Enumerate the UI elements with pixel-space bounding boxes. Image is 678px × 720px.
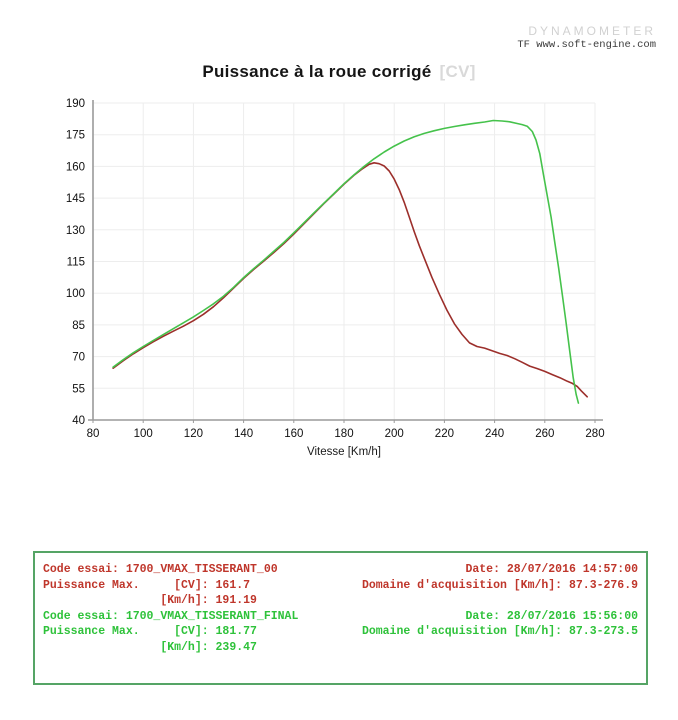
info-row-run1: [Km/h]: 191.19 xyxy=(43,593,638,609)
watermark-url-text: TF www.soft-engine.com xyxy=(517,39,656,51)
x-axis-tick-label: 180 xyxy=(334,428,353,440)
info-row-run2: Code essai: 1700_VMAX_TISSERANT_FINAL Dat… xyxy=(43,609,638,625)
y-axis-tick-label: 85 xyxy=(72,320,85,332)
chart-title-text: Puissance à la roue corrigé xyxy=(202,62,432,81)
y-axis-tick-label: 160 xyxy=(66,161,85,173)
chart-title: Puissance à la roue corrigé [CV] xyxy=(0,62,678,82)
info-right-text: Date: 28/07/2016 14:57:00 xyxy=(465,563,638,576)
info-left-text: Puissance Max. [CV]: 161.7 xyxy=(43,578,251,592)
info-right-text: Domaine d'acquisition [Km/h]: 87.3-276.9 xyxy=(361,578,638,592)
info-left-text: [Km/h]: 191.19 xyxy=(43,594,257,607)
x-axis-tick-label: 240 xyxy=(485,428,504,440)
x-axis-tick-label: 160 xyxy=(284,428,303,440)
info-row-run1: Puissance Max. [CV]: 161.7 Domaine d'acqu… xyxy=(43,578,638,594)
test-info-box: Code essai: 1700_VMAX_TISSERANT_00 Date: … xyxy=(33,551,648,685)
x-axis-tick-label: 200 xyxy=(385,428,404,440)
software-watermark: DYNAMOMETER TF www.soft-engine.com xyxy=(517,24,656,52)
info-left-text: Puissance Max. [CV]: 181.77 xyxy=(43,625,257,638)
x-axis-tick-label: 100 xyxy=(134,428,153,440)
y-axis-tick-label: 115 xyxy=(67,257,85,269)
y-axis-tick-label: 70 xyxy=(72,352,85,364)
y-axis-tick-label: 190 xyxy=(66,98,85,110)
info-right-text: Domaine d'acquisition [Km/h]: 87.3-273.5 xyxy=(361,625,638,638)
y-axis-tick-label: 130 xyxy=(66,225,85,237)
dyno-chart: 40 55 70 85 100 115 130 145 160 175 190 80 100 120 140… xyxy=(66,98,605,458)
watermark-brand-text: DYNAMOMETER xyxy=(528,24,656,38)
y-axis-tick-label: 100 xyxy=(66,288,85,300)
x-axis-tick-label: 260 xyxy=(535,428,554,440)
info-row-run2: [Km/h]: 239.47 xyxy=(43,640,638,656)
x-axis-tick-label: 220 xyxy=(435,428,454,440)
info-left-text: [Km/h]: 239.47 xyxy=(43,640,257,654)
chart-area: 40 55 70 85 100 115 130 145 160 175 190 80 100 120 140… xyxy=(0,92,678,472)
x-axis-tick-label: 280 xyxy=(585,428,604,440)
info-left-text: Code essai: 1700_VMAX_TISSERANT_FINAL xyxy=(43,609,299,623)
y-axis-tick-label: 55 xyxy=(72,383,85,395)
power-curve-baseline xyxy=(112,162,589,398)
y-axis-tick-label: 145 xyxy=(66,193,85,205)
info-left-text: Code essai: 1700_VMAX_TISSERANT_00 xyxy=(43,563,278,576)
info-row-run2: Puissance Max. [CV]: 181.77 Domaine d'acq… xyxy=(43,624,638,640)
info-right-text: Date: 28/07/2016 15:56:00 xyxy=(465,609,638,623)
y-axis-tick-label: 175 xyxy=(66,130,85,142)
x-axis-title: Vitesse [Km/h] xyxy=(307,446,381,458)
y-axis-tick-label: 40 xyxy=(72,415,85,427)
x-axis-tick-label: 140 xyxy=(234,428,253,440)
info-row-run1: Code essai: 1700_VMAX_TISSERANT_00 Date: … xyxy=(43,562,638,578)
x-axis-tick-label: 120 xyxy=(184,428,203,440)
power-curve-final xyxy=(112,119,580,404)
chart-title-unit: [CV] xyxy=(439,62,476,81)
x-axis-tick-label: 80 xyxy=(87,428,100,440)
